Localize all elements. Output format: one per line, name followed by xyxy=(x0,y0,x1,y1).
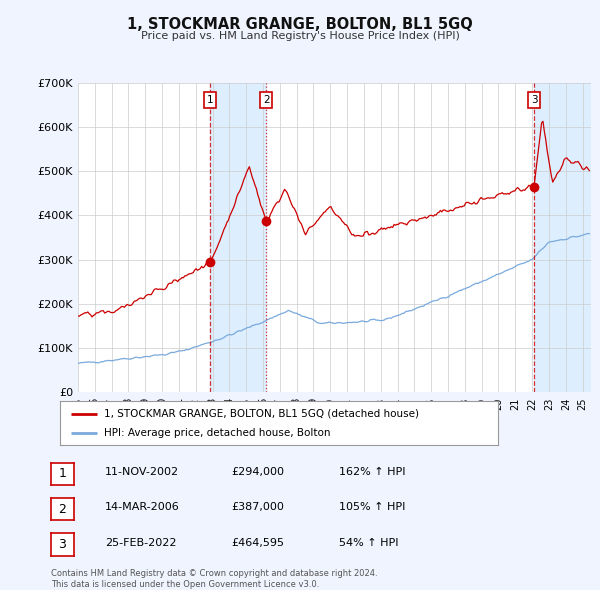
Bar xyxy=(210,83,266,392)
Text: 105% ↑ HPI: 105% ↑ HPI xyxy=(339,503,406,512)
Text: Price paid vs. HM Land Registry's House Price Index (HPI): Price paid vs. HM Land Registry's House … xyxy=(140,31,460,41)
Text: 3: 3 xyxy=(531,95,538,105)
Text: 1, STOCKMAR GRANGE, BOLTON, BL1 5GQ: 1, STOCKMAR GRANGE, BOLTON, BL1 5GQ xyxy=(127,17,473,31)
Text: 54% ↑ HPI: 54% ↑ HPI xyxy=(339,538,398,548)
Text: £387,000: £387,000 xyxy=(231,503,284,512)
Bar xyxy=(534,83,591,392)
Text: 11-NOV-2002: 11-NOV-2002 xyxy=(105,467,179,477)
Text: 1, STOCKMAR GRANGE, BOLTON, BL1 5GQ (detached house): 1, STOCKMAR GRANGE, BOLTON, BL1 5GQ (det… xyxy=(104,409,419,418)
Text: 1: 1 xyxy=(207,95,214,105)
Text: 1: 1 xyxy=(58,467,67,480)
Text: Contains HM Land Registry data © Crown copyright and database right 2024.: Contains HM Land Registry data © Crown c… xyxy=(51,569,377,578)
Text: 3: 3 xyxy=(58,538,67,551)
Text: £464,595: £464,595 xyxy=(231,538,284,548)
Text: HPI: Average price, detached house, Bolton: HPI: Average price, detached house, Bolt… xyxy=(104,428,331,438)
Text: 162% ↑ HPI: 162% ↑ HPI xyxy=(339,467,406,477)
Text: £294,000: £294,000 xyxy=(231,467,284,477)
Text: 2: 2 xyxy=(263,95,269,105)
Text: 2: 2 xyxy=(58,503,67,516)
Text: This data is licensed under the Open Government Licence v3.0.: This data is licensed under the Open Gov… xyxy=(51,579,319,589)
Text: 14-MAR-2006: 14-MAR-2006 xyxy=(105,503,180,512)
Text: 25-FEB-2022: 25-FEB-2022 xyxy=(105,538,176,548)
